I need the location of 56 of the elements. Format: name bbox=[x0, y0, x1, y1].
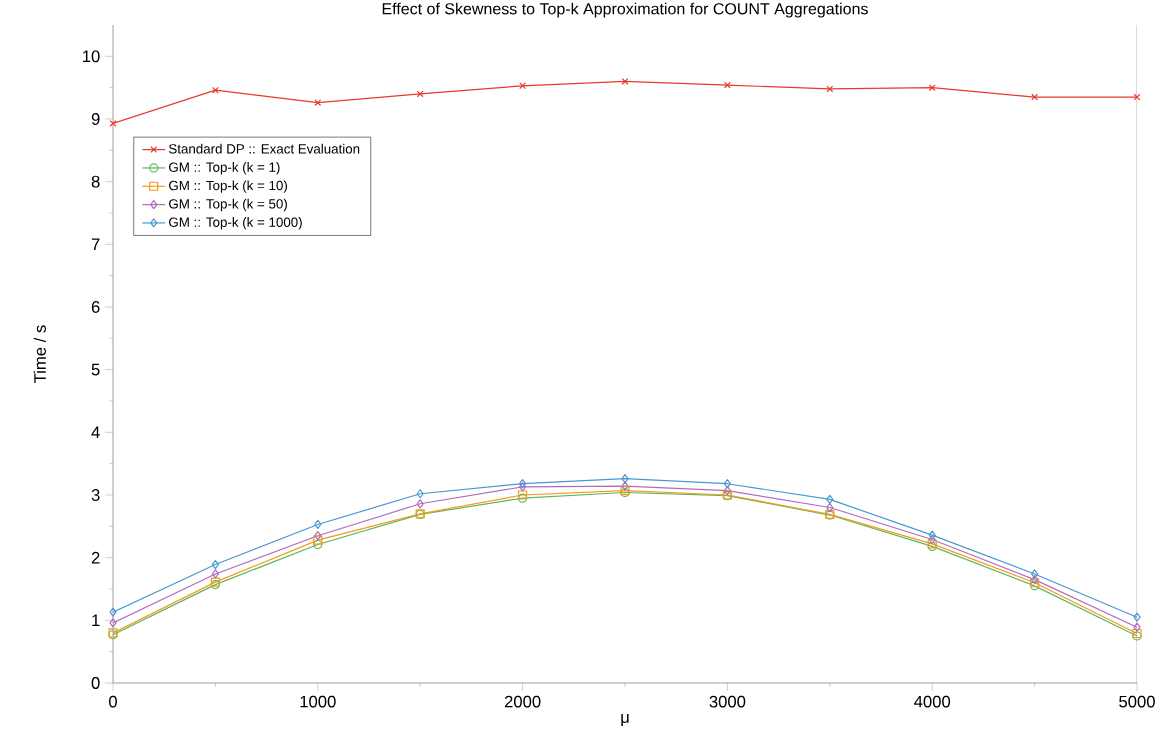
x-tick-label: 5000 bbox=[1119, 695, 1155, 708]
y-tick-label: 9 bbox=[91, 113, 100, 125]
x-tick-label: 3000 bbox=[709, 695, 746, 708]
point bbox=[621, 481, 629, 491]
y-tick-label: 8 bbox=[91, 175, 100, 188]
point bbox=[1133, 622, 1141, 632]
point bbox=[1133, 612, 1141, 622]
point bbox=[928, 534, 936, 545]
point bbox=[211, 559, 219, 570]
y-tick-label: 7 bbox=[91, 238, 100, 251]
point bbox=[723, 486, 732, 496]
point bbox=[313, 535, 323, 545]
point bbox=[826, 502, 834, 513]
point bbox=[109, 607, 117, 617]
point bbox=[416, 90, 424, 98]
point bbox=[723, 81, 731, 89]
x-axis-title: μ bbox=[621, 714, 629, 726]
x-tick-label: 0 bbox=[109, 695, 117, 708]
point bbox=[928, 84, 936, 92]
x-tick-label: 1000 bbox=[300, 695, 336, 708]
y-tick-label: 10 bbox=[83, 50, 100, 63]
y-tick-label: 1 bbox=[92, 614, 100, 627]
point bbox=[1031, 93, 1039, 101]
y-tick-label: 5 bbox=[91, 363, 100, 376]
y-tick-label: 4 bbox=[91, 426, 100, 439]
point bbox=[211, 569, 219, 579]
point bbox=[109, 119, 117, 127]
point bbox=[314, 99, 322, 107]
point bbox=[416, 489, 424, 499]
y-tick-label: 2 bbox=[91, 551, 100, 564]
point bbox=[723, 479, 732, 489]
x-tick-label: 4000 bbox=[914, 695, 951, 708]
legend-label: GM :: Top-k (k = 50) bbox=[169, 198, 287, 212]
legend-label: GM :: Top-k (k = 1) bbox=[169, 162, 280, 175]
y-tick-label: 0 bbox=[91, 677, 100, 689]
point bbox=[313, 539, 323, 550]
y-tick-label: 6 bbox=[91, 301, 100, 313]
point bbox=[826, 494, 834, 504]
point bbox=[621, 77, 629, 85]
y-tick-label: 3 bbox=[91, 489, 100, 501]
legend-label: Standard DP :: Exact Evaluation bbox=[168, 143, 360, 154]
point bbox=[314, 531, 322, 541]
point bbox=[314, 519, 322, 530]
point bbox=[826, 85, 834, 93]
point bbox=[621, 474, 629, 484]
x-tick-label: 2000 bbox=[504, 695, 541, 708]
point bbox=[416, 499, 424, 509]
point bbox=[1031, 569, 1039, 579]
legend-label: GM :: Top-k (k = 1000) bbox=[169, 217, 302, 230]
point bbox=[519, 82, 527, 90]
point bbox=[928, 530, 936, 540]
legend-label: GM :: Top-k (k = 10) bbox=[169, 180, 287, 193]
point bbox=[109, 618, 117, 628]
chart-title: Effect of Skewness to Top-k Approximation for COUNT Aggregations bbox=[382, 2, 868, 18]
y-axis-title: Time / s bbox=[33, 325, 46, 383]
point bbox=[211, 86, 219, 94]
